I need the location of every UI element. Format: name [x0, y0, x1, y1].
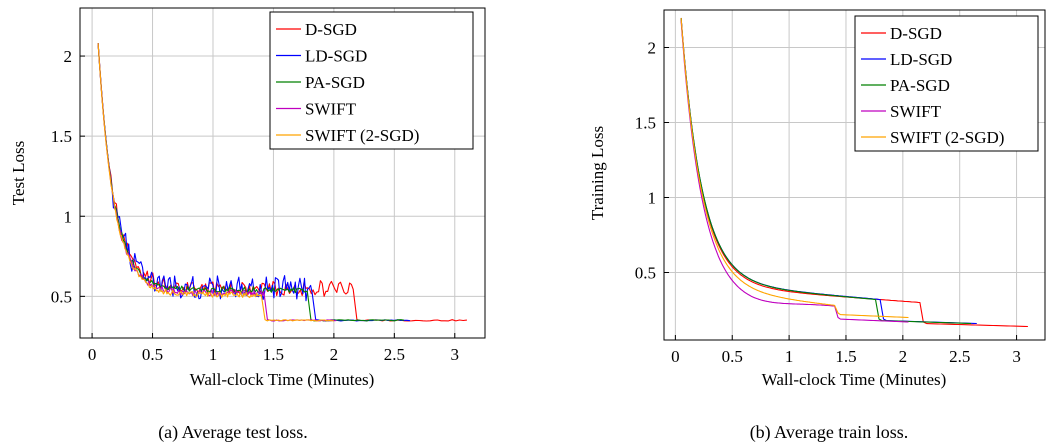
y-tick-label: 2: [648, 39, 657, 58]
legend-label: SWIFT (2-SGD): [305, 126, 419, 145]
y-tick-label: 1: [648, 189, 657, 208]
series-line-swift-2-sgd: [97, 43, 334, 322]
x-tick-label: 0.5: [142, 345, 163, 364]
x-tick-label: 2: [330, 345, 339, 364]
y-axis-label: Training Loss: [588, 126, 607, 220]
plot-frame: [79, 7, 486, 339]
y-tick-label: 0.5: [635, 264, 656, 283]
x-tick-label: 1.5: [835, 347, 856, 366]
legend-label: PA-SGD: [890, 76, 950, 95]
x-tick-labels: 0 0.5 1 1.5 2 2.5 3: [671, 347, 1021, 366]
caption: (a) Average test loss.: [158, 422, 308, 443]
legend-label: SWIFT: [305, 100, 357, 119]
y-tick-labels: 0.5 1 1.5 2: [635, 39, 656, 283]
series-line-swift: [680, 20, 909, 323]
legend-label: SWIFT (2-SGD): [890, 128, 1004, 147]
series-lines: [680, 17, 1028, 328]
x-axis-label: Wall-clock Time (Minutes): [762, 370, 947, 389]
x-tick-labels: 0 0.5 1 1.5 2 2.5 3: [88, 345, 459, 364]
legend: D-SGD LD-SGD PA-SGD SWIFT SWIFT (2-SGD): [854, 15, 1039, 152]
x-axis-label: Wall-clock Time (Minutes): [190, 370, 375, 389]
series-line-swift-2-sgd: [680, 18, 909, 319]
x-tick-label: 0: [88, 345, 97, 364]
x-tick-label: 2.5: [949, 347, 970, 366]
legend-label: PA-SGD: [305, 73, 365, 92]
x-tick-label: 1: [785, 347, 794, 366]
x-tick-label: 2.5: [384, 345, 405, 364]
y-tick-label: 2: [64, 47, 73, 66]
x-tick-label: 0: [671, 347, 680, 366]
y-tick-label: 0.5: [51, 287, 72, 306]
legend-label: D-SGD: [890, 24, 942, 43]
y-axis-label: Test Loss: [9, 141, 28, 205]
legend-label: LD-SGD: [305, 47, 367, 66]
y-tick-label: 1: [64, 207, 73, 226]
legend-label: D-SGD: [305, 20, 357, 39]
y-tick-label: 1.5: [51, 127, 72, 146]
x-tick-label: 0.5: [722, 347, 743, 366]
plot-frame: [663, 9, 1046, 341]
x-tick-label: 1.5: [263, 345, 284, 364]
legend-box: [269, 11, 474, 150]
x-tick-label: 2: [899, 347, 908, 366]
legend-entries: D-SGD LD-SGD PA-SGD SWIFT SWIFT (2-SGD): [861, 24, 1004, 147]
y-tick-label: 1.5: [635, 114, 656, 133]
x-tick-label: 3: [1012, 347, 1021, 366]
legend-box: [854, 15, 1039, 152]
chart-panel-b: 0 0.5 1 1.5 2 2.5 3 0.5 1 1.5 2 Wall-clock Time (…: [588, 9, 1046, 443]
legend-entries: D-SGD LD-SGD PA-SGD SWIFT SWIFT (2-SGD): [276, 20, 419, 145]
y-tick-labels: 0.5 1 1.5 2: [51, 47, 72, 306]
legend-label: LD-SGD: [890, 50, 952, 69]
x-tick-label: 1: [209, 345, 218, 364]
chart-panel-a: 0 0.5 1 1.5 2 2.5 3 0.5 1 1.5 2 Wall-clock Time (…: [9, 7, 486, 443]
x-tick-label: 3: [451, 345, 460, 364]
series-lines: [97, 43, 467, 322]
caption: (b) Average train loss.: [750, 422, 909, 443]
legend-label: SWIFT: [890, 102, 942, 121]
legend: D-SGD LD-SGD PA-SGD SWIFT SWIFT (2-SGD): [269, 11, 474, 150]
